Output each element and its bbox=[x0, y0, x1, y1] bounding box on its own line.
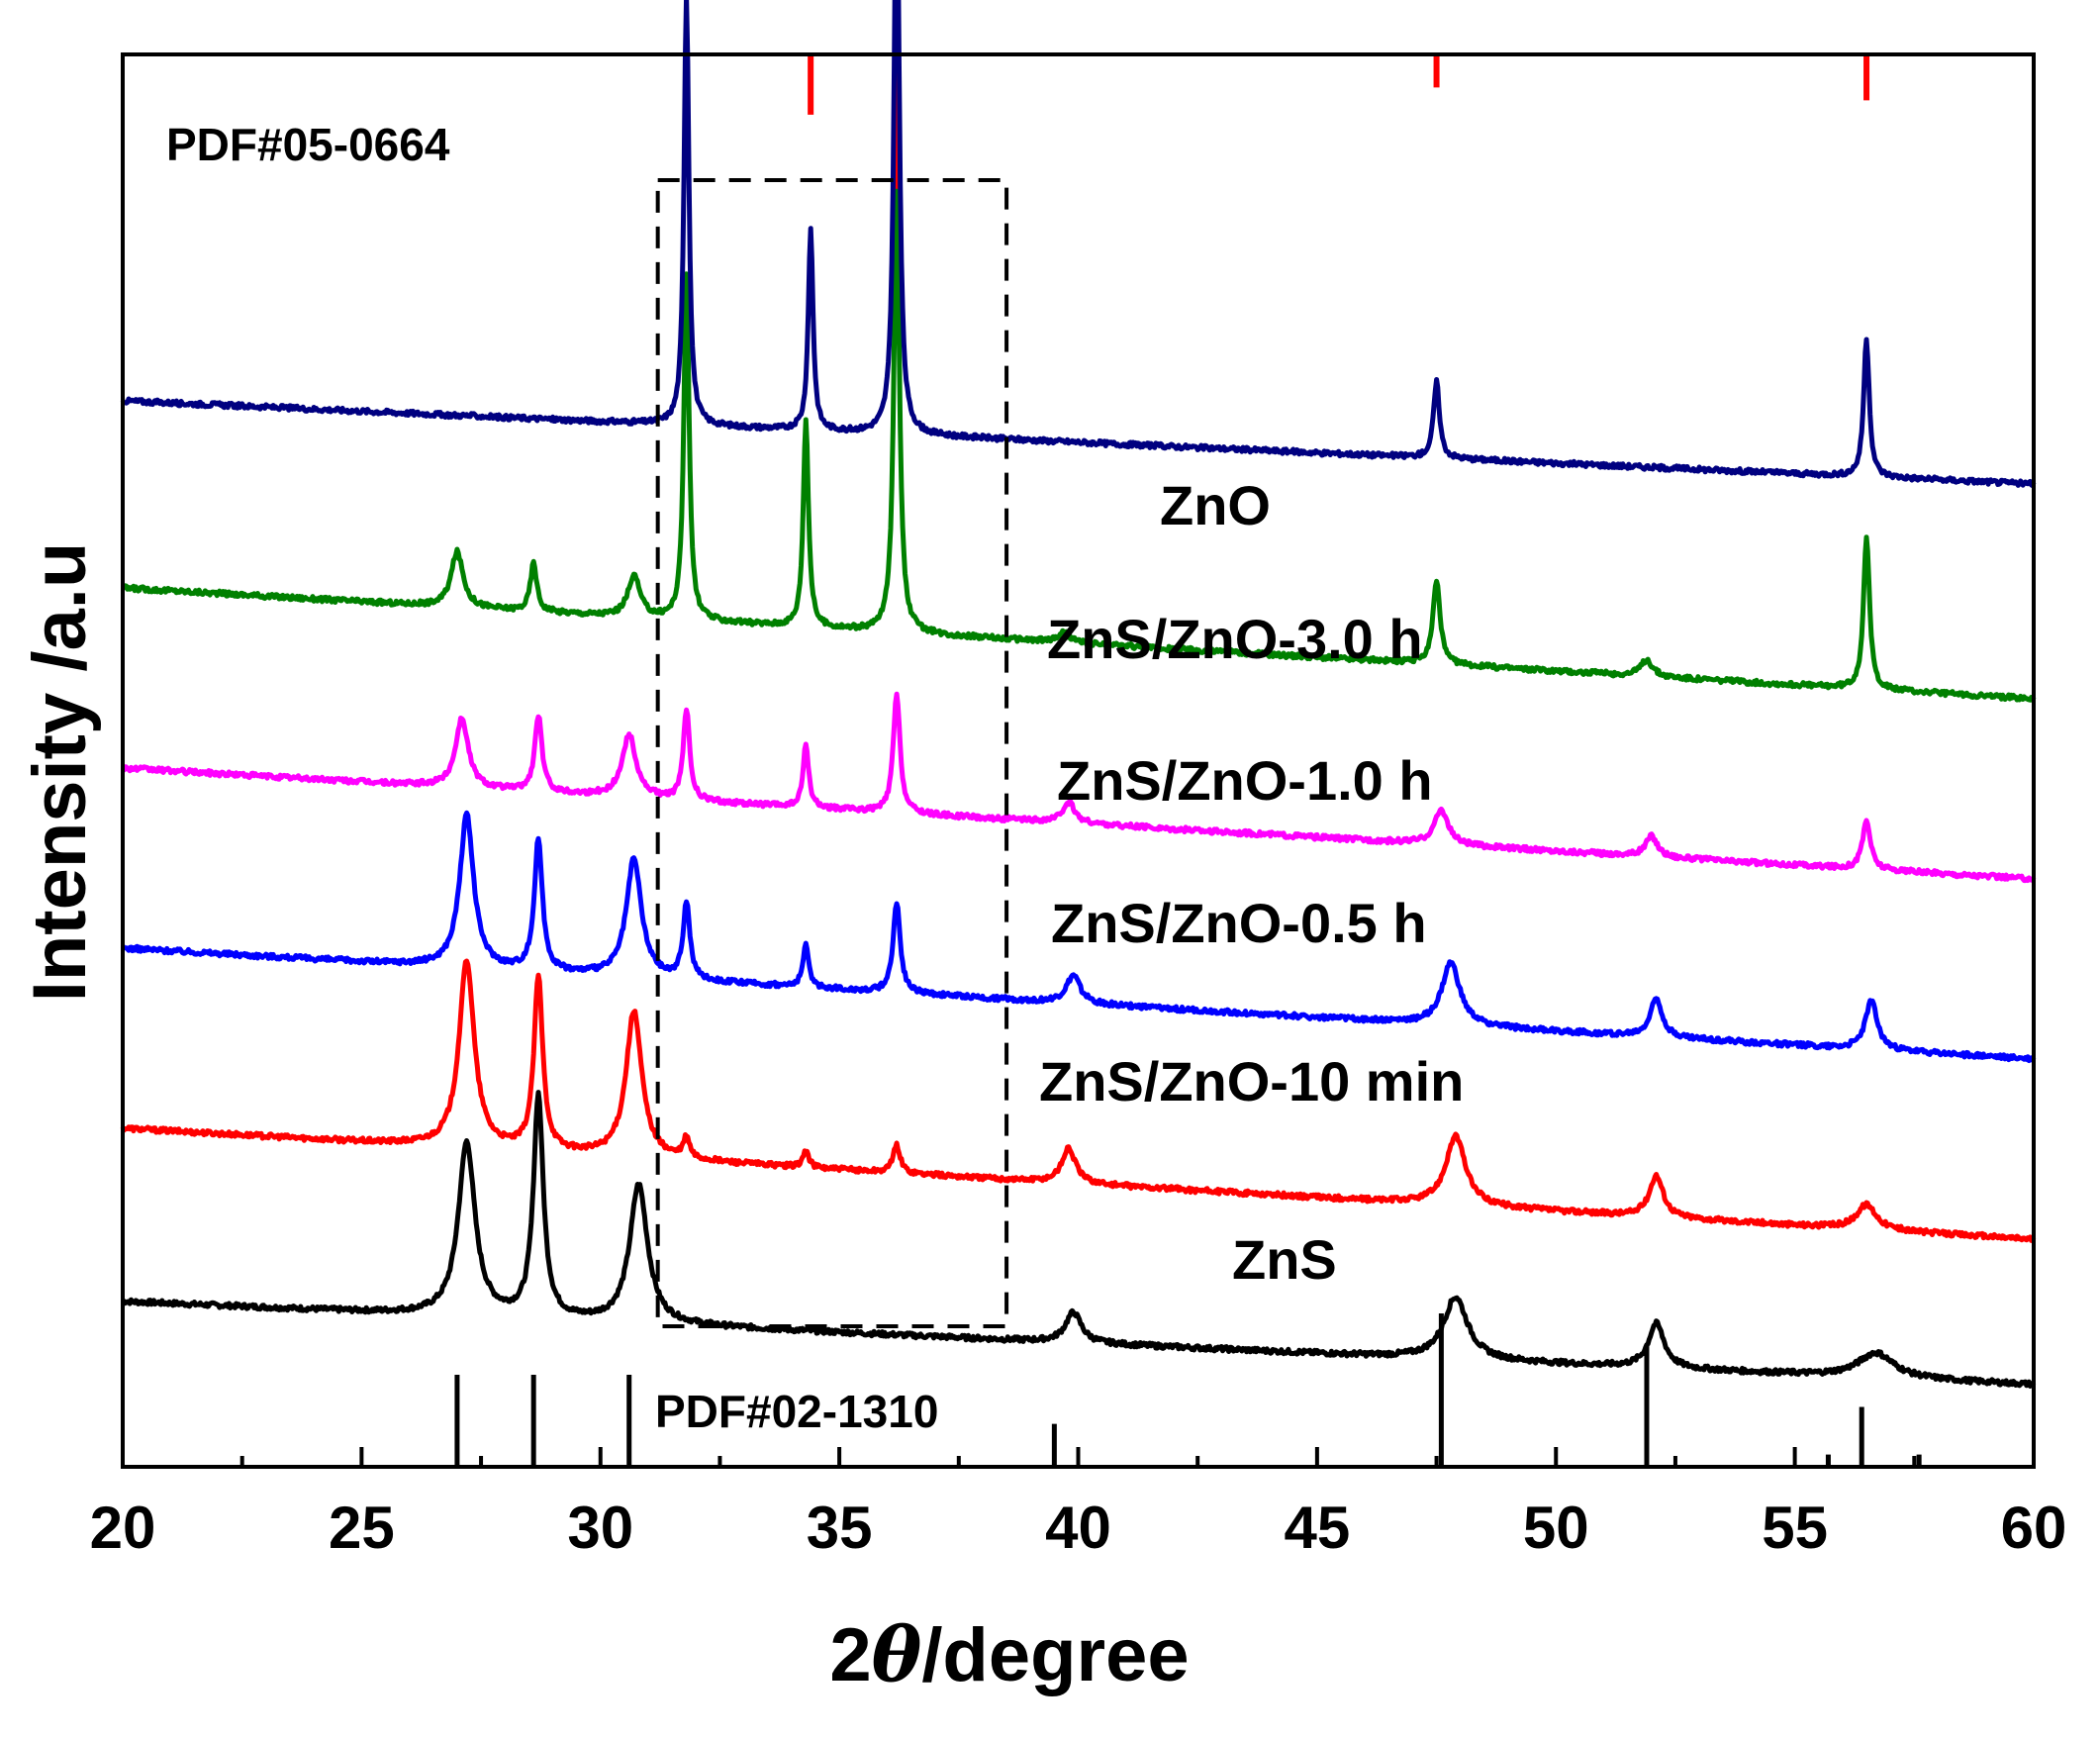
series-label-zns-zno-05h: ZnS/ZnO-0.5 h bbox=[1051, 892, 1427, 954]
x-tick-label: 55 bbox=[1762, 1495, 1828, 1561]
x-tick-label: 60 bbox=[2001, 1495, 2067, 1561]
series-label-zns-zno-1h: ZnS/ZnO-1.0 h bbox=[1057, 749, 1433, 812]
series-line bbox=[121, 691, 2037, 884]
series-lines bbox=[120, 0, 2037, 1389]
x-tick-label: 50 bbox=[1523, 1495, 1589, 1561]
x-tick-label: 35 bbox=[807, 1495, 873, 1561]
reference-pattern-zno bbox=[683, 54, 1870, 198]
series-labels: ZnO ZnS/ZnO-3.0 h ZnS/ZnO-1.0 h ZnS/ZnO-… bbox=[1039, 474, 1464, 1291]
series-line bbox=[121, 1090, 2037, 1389]
x-axis-title-suffix: /degree bbox=[921, 1613, 1189, 1697]
x-axis-title: 2θ/degree bbox=[829, 1610, 1189, 1698]
ref-label-zno: PDF#05-0664 bbox=[166, 119, 450, 170]
highlight-box bbox=[655, 178, 1009, 1328]
x-tick-label: 30 bbox=[567, 1495, 633, 1561]
series-label-zns-zno-3h: ZnS/ZnO-3.0 h bbox=[1047, 608, 1423, 670]
series-line bbox=[120, 810, 2037, 1064]
x-tick-label: 40 bbox=[1045, 1495, 1111, 1561]
x-tick-label: 25 bbox=[329, 1495, 395, 1561]
series-line bbox=[121, 188, 2037, 703]
x-tick-label: 20 bbox=[90, 1495, 156, 1561]
reference-pattern-zns bbox=[454, 1313, 1922, 1467]
y-axis-title: Intensity /a.u bbox=[18, 542, 102, 1003]
series-label-zns-zno-10min: ZnS/ZnO-10 min bbox=[1039, 1050, 1464, 1112]
ref-label-zns: PDF#02-1310 bbox=[655, 1386, 938, 1437]
x-axis-title-prefix: 2 bbox=[829, 1613, 871, 1697]
series-line bbox=[120, 0, 2037, 489]
x-tick-label: 45 bbox=[1285, 1495, 1351, 1561]
x-axis-ticks: 20 25 30 35 40 45 50 55 60 bbox=[90, 1447, 2067, 1561]
series-line bbox=[120, 958, 2037, 1243]
x-axis-title-symbol: θ bbox=[872, 1610, 922, 1698]
series-label-zno: ZnO bbox=[1160, 474, 1271, 536]
series-label-zns: ZnS bbox=[1232, 1228, 1337, 1291]
